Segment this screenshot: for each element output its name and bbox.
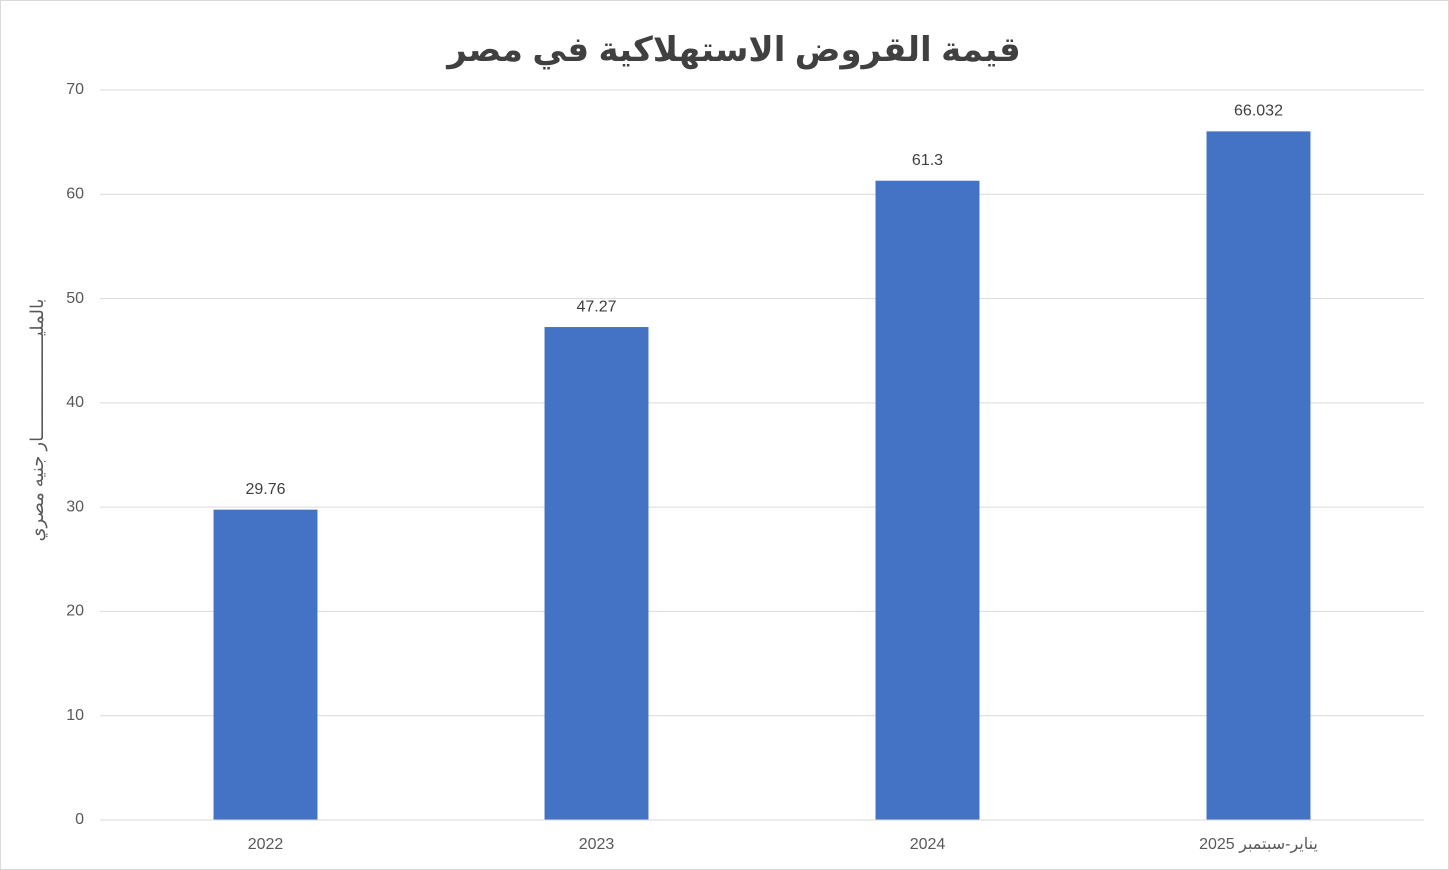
chart-title: قيمة القروض الاستهلاكية في مصر xyxy=(445,31,1020,70)
y-tick-label: 70 xyxy=(66,81,84,98)
data-label: 61.3 xyxy=(912,152,943,169)
data-label: 29.76 xyxy=(245,481,285,498)
y-tick-label: 40 xyxy=(66,394,84,411)
x-tick-label: يناير-سبتمبر 2025 xyxy=(1199,836,1318,854)
y-tick-label: 0 xyxy=(75,811,84,828)
y-axis-label: بالمليـــــــــــــــــــار جنيه مصري xyxy=(27,298,48,541)
bar xyxy=(544,327,649,820)
data-label: 47.27 xyxy=(576,298,616,315)
x-tick-label: 2024 xyxy=(910,836,946,853)
y-tick-label: 50 xyxy=(66,290,84,307)
data-label: 66.032 xyxy=(1234,103,1283,120)
bar xyxy=(213,509,318,820)
y-tick-label: 10 xyxy=(66,707,84,724)
bar xyxy=(1206,131,1311,821)
x-tick-label: 2022 xyxy=(248,836,284,853)
x-tick-label: 2023 xyxy=(579,836,615,853)
bar xyxy=(875,180,980,820)
y-tick-label: 30 xyxy=(66,498,84,515)
y-tick-label: 20 xyxy=(66,603,84,620)
y-tick-label: 60 xyxy=(66,186,84,203)
